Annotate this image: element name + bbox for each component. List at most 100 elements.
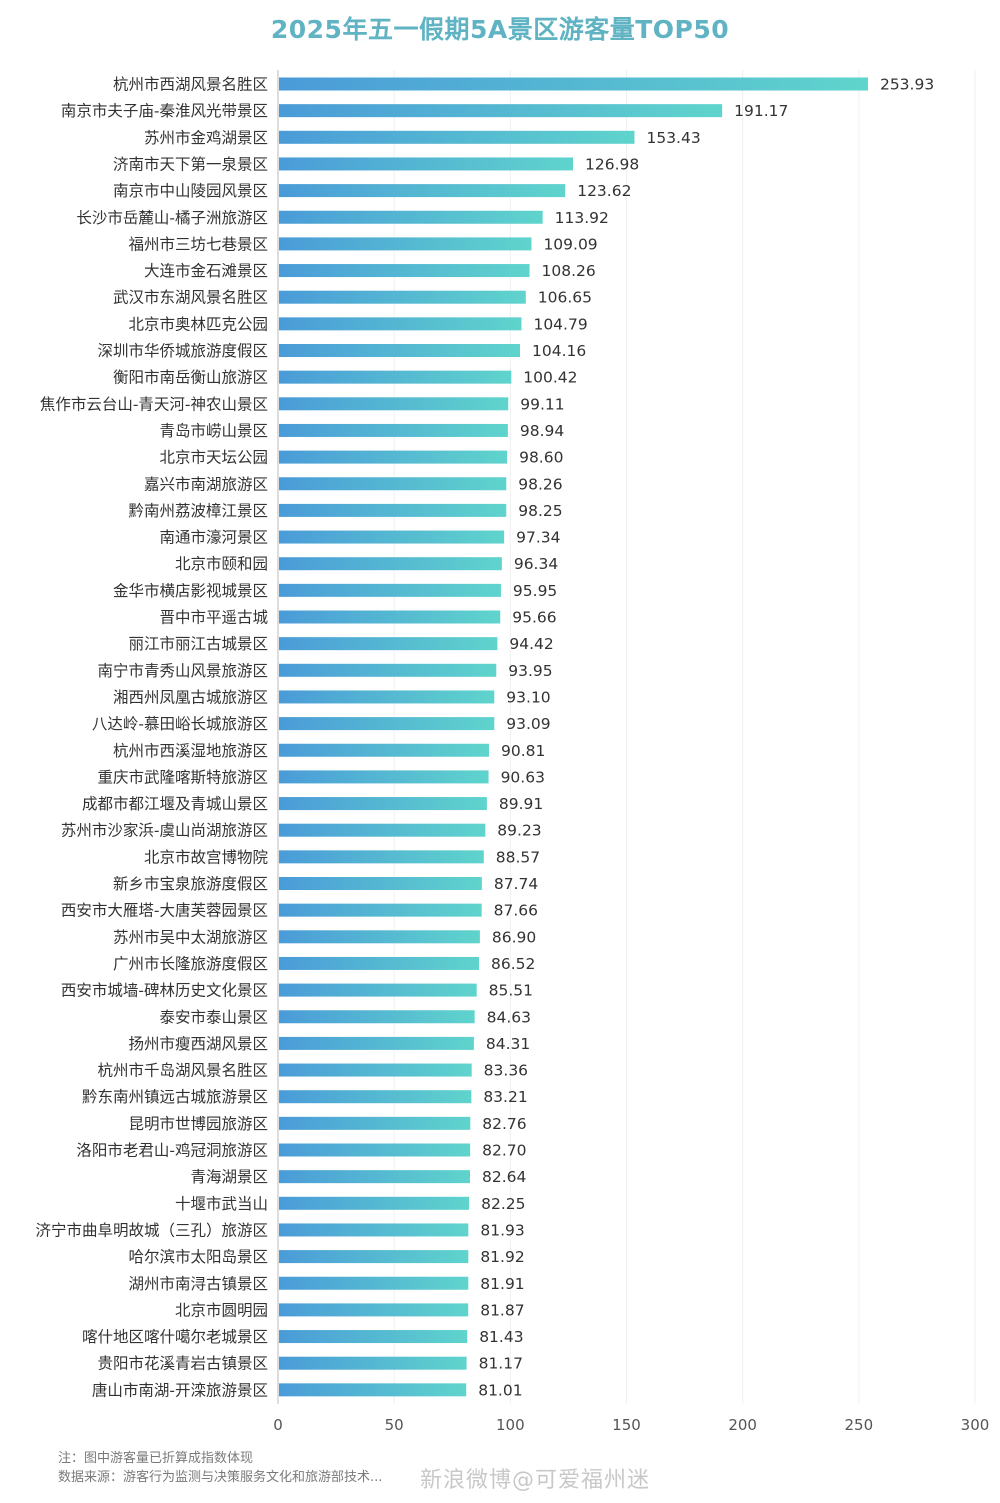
category-label: 青岛市崂山景区 bbox=[159, 422, 268, 440]
category-label: 济南市天下第一泉景区 bbox=[113, 155, 268, 173]
value-label: 98.60 bbox=[519, 449, 563, 467]
bar bbox=[279, 1036, 474, 1050]
x-tick-label: 0 bbox=[273, 1416, 283, 1434]
note-text: 注：图中游客量已折算成指数体现 bbox=[58, 1451, 254, 1466]
bar bbox=[279, 903, 482, 917]
value-label: 84.31 bbox=[486, 1035, 530, 1053]
category-label: 杭州市西湖风景名胜区 bbox=[113, 76, 268, 94]
x-axis-ticks: 0 50 100 150 200 250 300 bbox=[273, 1416, 989, 1434]
category-label: 大连市金石滩景区 bbox=[144, 262, 268, 280]
bar bbox=[279, 397, 509, 411]
category-label: 杭州市千岛湖风景名胜区 bbox=[97, 1062, 268, 1080]
bar bbox=[279, 690, 495, 704]
bar bbox=[279, 850, 484, 864]
value-label: 90.81 bbox=[501, 742, 545, 760]
bar bbox=[279, 104, 723, 118]
value-label: 93.09 bbox=[506, 715, 550, 733]
bar bbox=[279, 877, 482, 890]
bar bbox=[279, 157, 574, 171]
bar bbox=[279, 983, 477, 997]
x-tick-label: 50 bbox=[385, 1416, 404, 1434]
value-label: 81.93 bbox=[480, 1221, 524, 1239]
category-label: 丽江市丽江古城景区 bbox=[128, 635, 268, 653]
value-label: 93.95 bbox=[508, 662, 552, 680]
bar bbox=[279, 583, 501, 597]
category-label: 济宁市曲阜明故城（三孔）旅游区 bbox=[35, 1221, 268, 1239]
source-text: 数据来源：游客行为监测与决策服务文化和旅游部技术... bbox=[58, 1470, 383, 1485]
bar bbox=[279, 344, 520, 357]
value-label: 81.43 bbox=[479, 1328, 523, 1346]
value-label: 88.57 bbox=[496, 848, 540, 866]
category-label: 十堰市武当山 bbox=[175, 1195, 268, 1213]
value-label: 87.74 bbox=[494, 875, 538, 893]
bar bbox=[279, 1250, 469, 1264]
bar bbox=[279, 823, 486, 837]
value-label: 81.91 bbox=[480, 1275, 524, 1293]
x-tick-label: 100 bbox=[496, 1416, 525, 1434]
value-label: 82.25 bbox=[481, 1195, 525, 1213]
bar bbox=[279, 1223, 469, 1237]
bar bbox=[279, 1383, 467, 1397]
bar bbox=[279, 930, 480, 944]
category-label: 武汉市东湖风景名胜区 bbox=[113, 289, 268, 307]
bar bbox=[279, 503, 507, 517]
value-label: 153.43 bbox=[646, 129, 700, 147]
category-label: 福州市三坊七巷景区 bbox=[128, 235, 268, 253]
bar bbox=[279, 423, 508, 437]
bar bbox=[279, 743, 489, 757]
labels: 杭州市西湖风景名胜区 253.93 南京市夫子庙-秦淮风光带景区 191.17 苏州市金… bbox=[35, 76, 934, 1400]
value-label: 99.11 bbox=[520, 395, 564, 413]
bar bbox=[279, 184, 566, 198]
value-label: 93.10 bbox=[506, 688, 550, 706]
value-label: 83.36 bbox=[484, 1062, 528, 1080]
category-label: 南宁市青秀山风景旅游区 bbox=[97, 662, 268, 680]
bar bbox=[279, 237, 532, 251]
bar bbox=[279, 530, 505, 544]
bar bbox=[279, 717, 495, 731]
category-label: 湖州市南浔古镇景区 bbox=[128, 1275, 268, 1293]
value-label: 98.94 bbox=[520, 422, 564, 440]
category-label: 北京市奥林匹克公园 bbox=[128, 315, 268, 333]
value-label: 253.93 bbox=[880, 76, 934, 94]
bar bbox=[279, 1303, 469, 1317]
category-label: 黔东南州镇远古城旅游景区 bbox=[82, 1088, 268, 1106]
category-label: 苏州市沙家浜-虞山尚湖旅游区 bbox=[61, 822, 268, 840]
category-label: 西安市城墙-碑林历史文化景区 bbox=[61, 982, 268, 1000]
value-label: 109.09 bbox=[543, 235, 597, 253]
category-label: 苏州市金鸡湖景区 bbox=[144, 129, 268, 147]
footnotes: 注：图中游客量已折算成指数体现 数据来源：游客行为监测与决策服务文化和旅游部技术… bbox=[58, 1449, 382, 1487]
value-label: 104.79 bbox=[533, 315, 587, 333]
category-label: 昆明市世博园旅游区 bbox=[128, 1115, 268, 1133]
value-label: 86.52 bbox=[491, 955, 535, 973]
category-label: 杭州市西溪湿地旅游区 bbox=[113, 742, 268, 760]
category-label: 唐山市南湖-开滦旅游景区 bbox=[92, 1381, 268, 1399]
value-label: 113.92 bbox=[555, 209, 609, 227]
value-label: 95.66 bbox=[512, 609, 556, 627]
x-tick-label: 250 bbox=[845, 1416, 874, 1434]
category-label: 北京市圆明园 bbox=[175, 1301, 268, 1319]
category-label: 北京市颐和园 bbox=[175, 555, 268, 573]
value-label: 85.51 bbox=[489, 982, 533, 1000]
bar bbox=[279, 210, 543, 224]
category-label: 青海湖景区 bbox=[190, 1168, 268, 1186]
value-label: 106.65 bbox=[538, 289, 592, 307]
category-label: 泰安市泰山景区 bbox=[159, 1008, 268, 1026]
value-label: 98.26 bbox=[518, 475, 562, 493]
bar bbox=[279, 956, 480, 970]
category-label: 喀什地区喀什噶尔老城景区 bbox=[82, 1328, 268, 1346]
bar bbox=[279, 1356, 467, 1370]
value-label: 100.42 bbox=[523, 369, 577, 387]
value-label: 82.64 bbox=[482, 1168, 526, 1186]
category-label: 哈尔滨市太阳岛景区 bbox=[128, 1248, 268, 1266]
value-label: 81.01 bbox=[478, 1381, 522, 1399]
bars bbox=[279, 77, 868, 1397]
bar bbox=[279, 1276, 469, 1290]
bar bbox=[279, 663, 497, 677]
category-label: 南京市夫子庙-秦淮风光带景区 bbox=[61, 102, 268, 120]
bar bbox=[279, 77, 868, 91]
value-label: 98.25 bbox=[518, 502, 562, 520]
bar bbox=[279, 770, 489, 784]
bar bbox=[279, 477, 507, 491]
category-label: 晋中市平遥古城 bbox=[159, 609, 268, 627]
value-label: 89.23 bbox=[497, 822, 541, 840]
